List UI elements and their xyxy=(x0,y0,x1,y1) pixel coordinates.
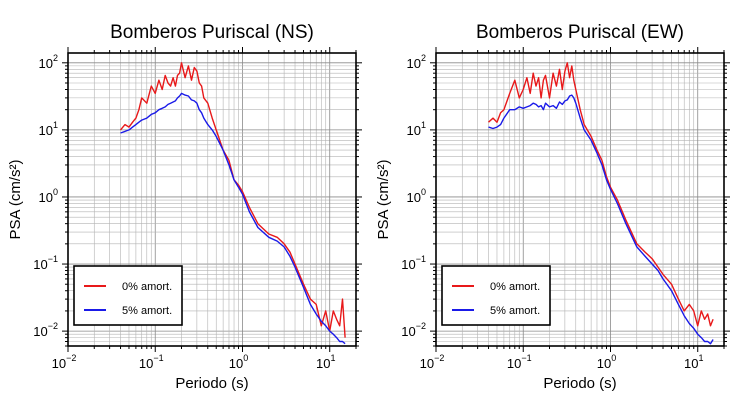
legend: 0% amort. 5% amort. xyxy=(73,265,183,326)
legend-label: 0% amort. xyxy=(490,281,540,293)
y-tick-label: 101 xyxy=(407,120,426,138)
chart-panel-2: Bomberos Puriscal (EW) 10−2 10−1 100 101 10−2… xyxy=(375,22,730,392)
y-tick-label: 102 xyxy=(407,53,426,71)
y-tick-label: 101 xyxy=(39,120,58,138)
legend-box xyxy=(441,265,551,326)
legend-label: 0% amort. xyxy=(122,281,172,293)
legend-label: 5% amort. xyxy=(490,305,540,317)
y-tick-label: 10−2 xyxy=(33,321,58,339)
y-tick-label: 100 xyxy=(39,187,58,205)
plot-frame xyxy=(67,52,357,347)
y-tick-label: 100 xyxy=(407,187,426,205)
chart-title: Bomberos Puriscal (NS) xyxy=(110,22,314,43)
x-tick-label: 100 xyxy=(229,353,248,371)
legend-box xyxy=(73,265,183,326)
series-line-undamped xyxy=(488,62,714,327)
chart-title: Bomberos Puriscal (EW) xyxy=(476,22,684,43)
y-tick-label: 102 xyxy=(39,53,58,71)
y-axis-label: PSA (cm/s²) xyxy=(375,159,392,239)
axis-ticks xyxy=(62,47,362,352)
axis-ticks xyxy=(430,47,730,352)
y-axis-label: PSA (cm/s²) xyxy=(7,159,24,239)
series-line-damped xyxy=(120,92,346,345)
x-axis-label: Periodo (s) xyxy=(175,375,248,392)
chart-panel-1: Bomberos Puriscal (NS) 10−2 10−1 100 101 10−2… xyxy=(7,22,362,392)
x-tick-label: 101 xyxy=(316,353,335,371)
legend-label: 5% amort. xyxy=(122,305,172,317)
legend: 0% amort. 5% amort. xyxy=(441,265,551,326)
y-tick-label: 10−1 xyxy=(401,254,426,272)
plot-frame xyxy=(435,52,725,347)
x-tick-label: 10−1 xyxy=(139,353,164,371)
series-line-damped xyxy=(488,94,714,345)
y-tick-label: 10−2 xyxy=(401,321,426,339)
x-tick-label: 100 xyxy=(597,353,616,371)
x-tick-label: 10−1 xyxy=(507,353,532,371)
x-tick-label: 10−2 xyxy=(52,353,77,371)
x-tick-label: 101 xyxy=(684,353,703,371)
y-tick-label: 10−1 xyxy=(33,254,58,272)
series-line-undamped xyxy=(119,62,346,338)
x-tick-label: 10−2 xyxy=(420,353,445,371)
x-axis-label: Periodo (s) xyxy=(543,375,616,392)
